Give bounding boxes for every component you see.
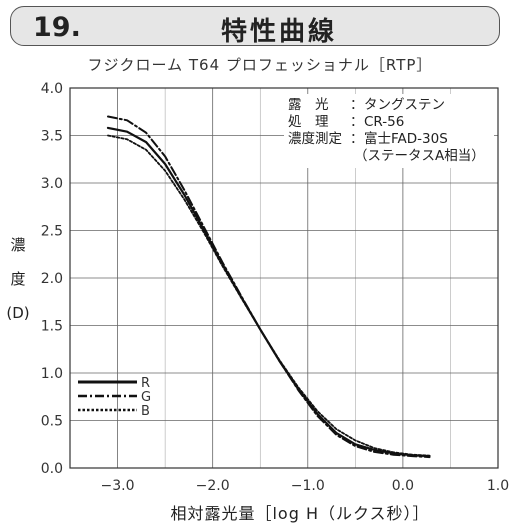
y-tick-label: 2.5 xyxy=(41,224,63,240)
y-tick-label: 1.5 xyxy=(41,319,63,335)
y-axis-label-line: 濃 xyxy=(10,236,26,254)
chart-title: フジクローム T64 プロフェッショナル［RTP］ xyxy=(87,56,433,74)
y-axis-label: 濃 度 (D) xyxy=(6,228,30,330)
y-tick-label: 2.0 xyxy=(41,271,63,287)
annotation-value: （ステータスA相当） xyxy=(354,148,485,164)
x-tick-label: −2.0 xyxy=(196,478,230,494)
section-header: 19. 特性曲線 xyxy=(10,6,500,47)
series-line-b xyxy=(107,134,431,457)
x-axis-label: 相対露光量［log H（ルクス秒）］ xyxy=(170,504,430,523)
annotation-separator: ： xyxy=(350,131,364,147)
plot-frame xyxy=(69,87,499,469)
series-line-r xyxy=(106,126,431,458)
annotation-key: 濃度測定 xyxy=(288,131,342,147)
y-tick-label: 3.5 xyxy=(41,129,63,145)
legend-label-g: G xyxy=(141,390,151,405)
annotation-separator: ： xyxy=(350,114,364,130)
section-number: 19. xyxy=(33,12,81,43)
x-tick-label: −3.0 xyxy=(101,478,135,494)
x-tick-label: 1.0 xyxy=(487,478,509,494)
y-tick-label: 1.0 xyxy=(41,366,63,382)
legend-label-r: R xyxy=(141,376,150,391)
annotation-key: 露 光 xyxy=(288,97,329,113)
x-tick-label: −1.0 xyxy=(291,478,325,494)
y-tick-label: 0.0 xyxy=(41,461,63,477)
y-tick-label: 3.0 xyxy=(41,176,63,192)
y-axis-label-line: (D) xyxy=(6,304,30,322)
annotation-separator: ： xyxy=(350,97,364,113)
legend-label-b: B xyxy=(141,404,150,419)
annotation-key: 処 理 xyxy=(288,114,329,130)
annotation-value: 富士FAD-30S xyxy=(364,130,448,147)
annotation-background xyxy=(284,94,494,168)
section-title: 特性曲線 xyxy=(221,17,338,47)
annotation-value: CR-56 xyxy=(364,114,404,130)
annotation-value: タングステン xyxy=(364,97,445,113)
y-tick-label: 4.0 xyxy=(41,81,63,97)
y-axis-label-line: 度 xyxy=(10,270,26,288)
x-tick-label: 0.0 xyxy=(392,478,414,494)
y-tick-label: 0.5 xyxy=(41,414,63,430)
